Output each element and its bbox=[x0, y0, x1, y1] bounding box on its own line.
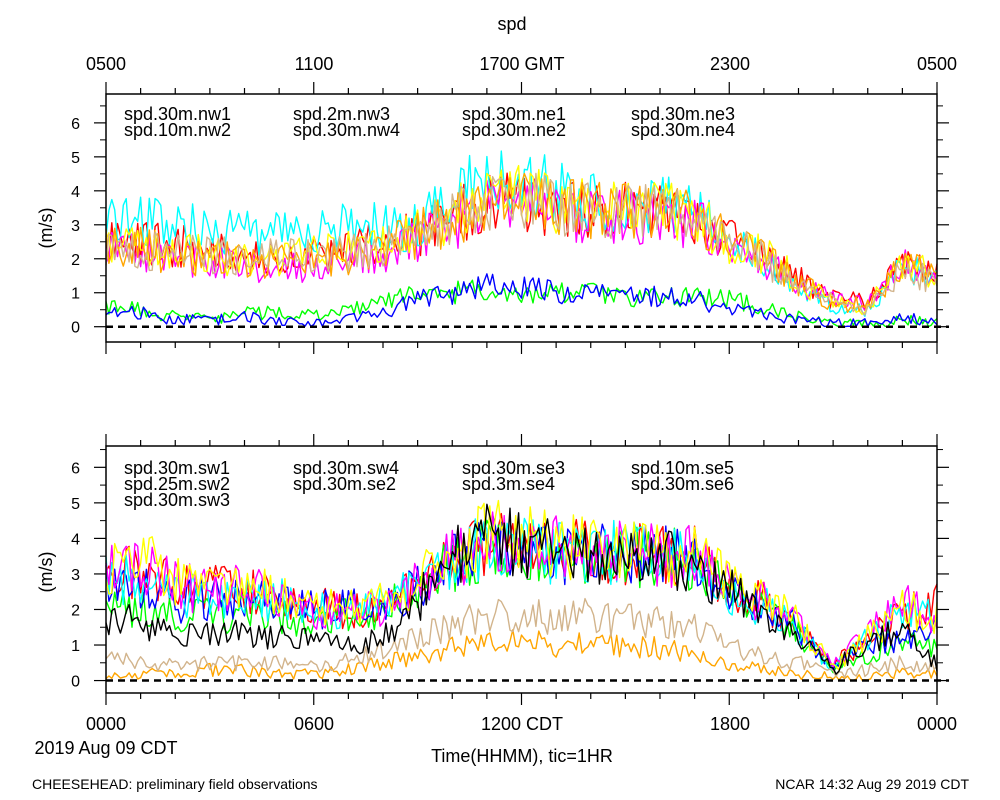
top-tick-label-2: 1700 GMT bbox=[479, 54, 564, 74]
upper-y-tick-label-5: 5 bbox=[71, 150, 80, 167]
upper-y-tick-label-4: 4 bbox=[71, 184, 80, 201]
top-tick-label-4: 0500 bbox=[917, 54, 957, 74]
upper-plot-frame bbox=[105, 93, 938, 343]
upper-legend-spd-30m-ne4: spd.30m.ne4 bbox=[631, 120, 735, 140]
lower-y-tick-labels: 0 1 2 3 4 5 6 bbox=[71, 460, 80, 690]
lower-legend-spd-10m-se5: spd.10m.se5 bbox=[631, 458, 734, 478]
lower-legend-spd-30m-se2: spd.30m.se2 bbox=[293, 474, 396, 494]
lower-series-line-spd-30m-se6 bbox=[105, 503, 938, 675]
upper-legend-spd-30m-ne1: spd.30m.ne1 bbox=[462, 104, 566, 124]
upper-legend-spd-10m-nw2: spd.10m.nw2 bbox=[124, 120, 231, 140]
lower-legend: spd.30m.sw1 spd.25m.sw2 spd.30m.sw3 spd.… bbox=[124, 458, 734, 510]
upper-legend-spd-30m-nw1: spd.30m.nw1 bbox=[124, 104, 231, 124]
figure-title: spd bbox=[497, 14, 526, 34]
lower-legend-spd-30m-se6: spd.30m.se6 bbox=[631, 474, 734, 494]
lower-panel-ticks bbox=[94, 434, 949, 705]
upper-y-tick-label-2: 2 bbox=[71, 252, 80, 269]
bottom-tick-label-0: 0000 bbox=[86, 714, 126, 734]
bottom-axis-labels: 0000 0600 1200 CDT 1800 0000 bbox=[86, 714, 957, 734]
upper-y-tick-label-1: 1 bbox=[71, 286, 80, 303]
lower-series-line-spd-10m-se5 bbox=[105, 597, 938, 679]
lower-series-line-spd-3m-se4 bbox=[105, 629, 938, 681]
upper-legend: spd.30m.nw1 spd.10m.nw2 spd.2m.nw3 spd.3… bbox=[124, 104, 735, 140]
upper-series-line-spd-30m-ne4 bbox=[105, 172, 938, 316]
lower-legend-spd-3m-se4: spd.3m.se4 bbox=[462, 474, 555, 494]
upper-legend-spd-30m-nw4: spd.30m.nw4 bbox=[293, 120, 400, 140]
upper-series-line-spd-30m-ne3 bbox=[105, 172, 938, 313]
upper-y-axis-label: (m/s) bbox=[36, 208, 56, 249]
upper-panel-ticks bbox=[94, 82, 949, 354]
lower-series-line-spd-30m-se3 bbox=[105, 499, 938, 671]
lower-legend-spd-30m-sw1: spd.30m.sw1 bbox=[124, 458, 230, 478]
footer-left: CHEESEHEAD: preliminary field observatio… bbox=[32, 776, 318, 792]
lower-y-tick-label-4: 4 bbox=[71, 531, 80, 548]
upper-legend-spd-30m-ne2: spd.30m.ne2 bbox=[462, 120, 566, 140]
bottom-tick-label-1: 0600 bbox=[294, 714, 334, 734]
bottom-tick-label-3: 1800 bbox=[710, 714, 750, 734]
upper-y-tick-label-6: 6 bbox=[71, 116, 80, 133]
lower-legend-spd-30m-se3: spd.30m.se3 bbox=[462, 458, 565, 478]
upper-legend-spd-30m-ne3: spd.30m.ne3 bbox=[631, 104, 735, 124]
top-tick-label-0: 0500 bbox=[86, 54, 126, 74]
lower-y-axis-label: (m/s) bbox=[36, 552, 56, 593]
bottom-tick-label-2: 1200 CDT bbox=[481, 714, 563, 734]
top-tick-label-3: 2300 bbox=[710, 54, 750, 74]
lower-y-tick-label-5: 5 bbox=[71, 496, 80, 513]
top-tick-label-1: 1100 bbox=[295, 54, 334, 74]
upper-panel: (m/s) 0 1 2 3 4 5 6 spd.30m.nw1 spd.10m.… bbox=[36, 82, 949, 354]
lower-y-tick-label-1: 1 bbox=[71, 638, 80, 655]
upper-series-lines bbox=[105, 150, 938, 328]
upper-y-tick-labels: 0 1 2 3 4 5 6 bbox=[71, 116, 80, 337]
lower-legend-spd-30m-sw3: spd.30m.sw3 bbox=[124, 490, 230, 510]
bottom-tick-label-4: 0000 bbox=[917, 714, 957, 734]
upper-legend-spd-2m-nw3: spd.2m.nw3 bbox=[293, 104, 390, 124]
footer-right: NCAR 14:32 Aug 29 2019 CDT bbox=[775, 776, 969, 792]
x-axis-label: Time(HHMM), tic=1HR bbox=[431, 746, 613, 766]
lower-y-tick-label-0: 0 bbox=[71, 674, 80, 691]
upper-y-tick-label-0: 0 bbox=[71, 320, 80, 337]
lower-legend-spd-25m-sw2: spd.25m.sw2 bbox=[124, 474, 230, 494]
date-label: 2019 Aug 09 CDT bbox=[34, 738, 177, 758]
lower-plot-frame bbox=[105, 445, 938, 694]
lower-y-tick-label-2: 2 bbox=[71, 602, 80, 619]
top-axis-labels: 0500 1100 1700 GMT 2300 0500 bbox=[86, 54, 957, 74]
upper-y-tick-label-3: 3 bbox=[71, 218, 80, 235]
lower-y-tick-label-3: 3 bbox=[71, 567, 80, 584]
lower-legend-spd-30m-sw4: spd.30m.sw4 bbox=[293, 458, 399, 478]
lower-panel: (m/s) 0 1 2 3 4 5 6 spd.30m.sw1 spd.25m.… bbox=[36, 434, 949, 705]
lower-series-lines bbox=[105, 499, 938, 681]
lower-y-tick-label-6: 6 bbox=[71, 460, 80, 477]
upper-series-line-spd-2m-nw3 bbox=[105, 273, 938, 328]
